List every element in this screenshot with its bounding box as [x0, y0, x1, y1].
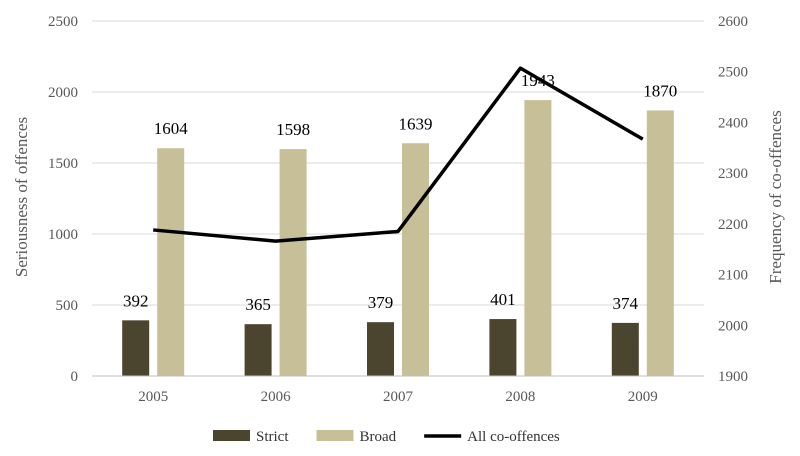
- data-label: 365: [245, 295, 271, 314]
- data-label: 1639: [399, 114, 433, 133]
- data-labels: 392 365 379 401 374 1604 1598 1639 1943 1870: [123, 71, 677, 314]
- x-tick-label: 2009: [628, 389, 658, 405]
- y2-tick-label: 2000: [718, 318, 748, 334]
- x-tick-label: 2005: [138, 389, 168, 405]
- bar-strict: [244, 324, 272, 376]
- y2-tick-label: 1900: [718, 369, 748, 385]
- bar-broad: [646, 110, 674, 377]
- line-series: [153, 66, 644, 243]
- legend: Strict Broad All co-offences: [213, 429, 560, 445]
- bar-strict: [122, 320, 150, 376]
- x-tick-label: 2007: [383, 389, 414, 405]
- bar-broad: [402, 143, 429, 376]
- x-tick-label: 2006: [261, 389, 292, 405]
- y2-axis-title: Frequency of co-offences: [766, 110, 785, 283]
- legend-label: Strict: [256, 429, 289, 445]
- data-label: 392: [123, 291, 149, 310]
- data-label: 1598: [276, 120, 310, 139]
- bar-broad: [157, 148, 185, 376]
- line-all-co-offences: [153, 66, 644, 243]
- y2-tick-label: 2100: [718, 268, 748, 284]
- bar-broad: [524, 100, 552, 377]
- bar-strict: [611, 322, 639, 376]
- bar-broad: [279, 149, 307, 376]
- y2-tick-label: 2400: [718, 115, 748, 131]
- legend-item: Broad: [316, 429, 397, 445]
- bars: [122, 100, 674, 377]
- legend-label: All co-offences: [467, 429, 560, 445]
- y-tick-label: 1000: [48, 227, 78, 243]
- bar-strict: [367, 322, 394, 376]
- data-label: 401: [490, 290, 516, 309]
- y-tick-label: 2500: [48, 14, 78, 30]
- x-tick-label: 2008: [505, 389, 535, 405]
- legend-swatch: [213, 430, 250, 441]
- y-tick-label: 1500: [48, 156, 78, 172]
- bar-strict: [489, 319, 517, 376]
- y-axis-title: Seriousness of offences: [12, 117, 31, 277]
- data-label: 1604: [154, 119, 189, 138]
- y-tick-label: 2000: [48, 85, 78, 101]
- y2-tick-label: 2500: [718, 65, 748, 81]
- y2-tick-label: 2300: [718, 166, 748, 182]
- y-tick-label: 500: [56, 298, 79, 314]
- data-label: 379: [368, 293, 394, 312]
- legend-swatch: [316, 430, 354, 441]
- legend-label: Broad: [360, 429, 397, 445]
- axes: 0 500 1000 1500 2000 2500 1900 2000 2100 2200 2300…: [48, 14, 748, 405]
- legend-item: All co-offences: [424, 429, 560, 445]
- legend-item: Strict: [213, 429, 289, 445]
- y-tick-label: 0: [71, 369, 79, 385]
- data-label: 1943: [521, 71, 555, 90]
- data-label: 374: [613, 294, 639, 313]
- y2-tick-label: 2200: [718, 217, 748, 233]
- data-label: 1870: [643, 81, 677, 100]
- y2-tick-label: 2600: [718, 14, 748, 30]
